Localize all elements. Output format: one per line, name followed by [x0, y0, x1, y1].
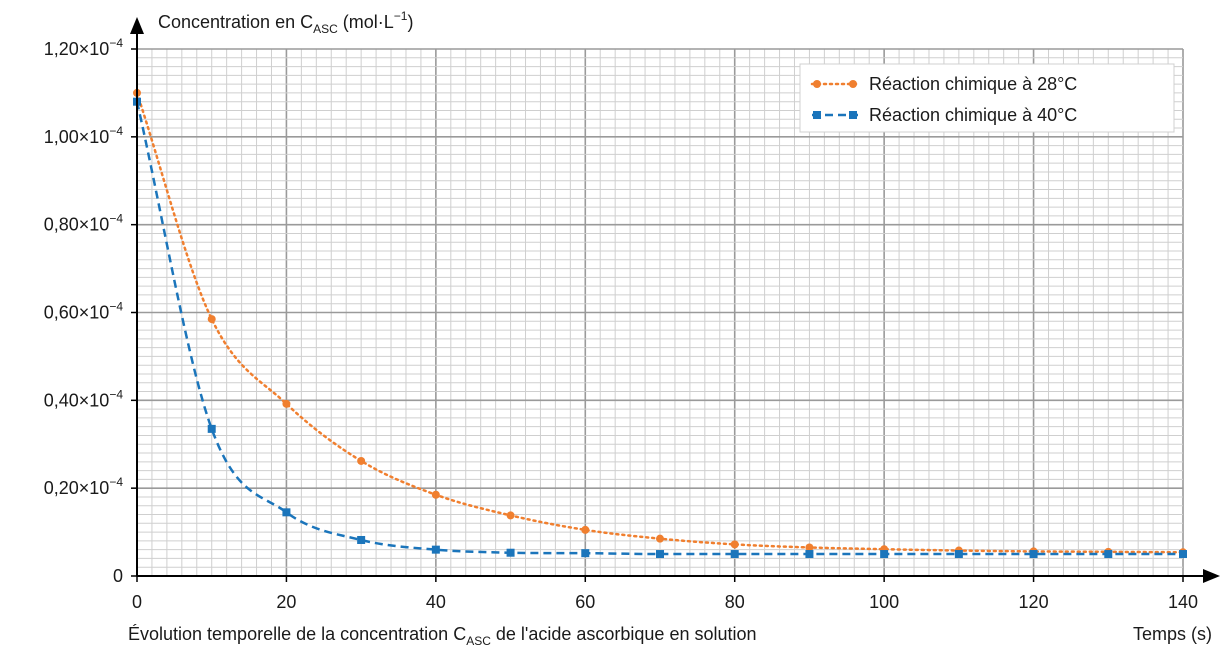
data-point-28c [357, 456, 366, 465]
series-line-40c [135, 101, 1183, 556]
y-axis-arrow [130, 17, 144, 34]
data-point-28c [431, 490, 440, 499]
data-point-40c [1179, 550, 1187, 559]
curves [135, 91, 1185, 556]
data-point-40c [207, 424, 216, 433]
data-point-40c [730, 550, 739, 559]
data-point-40c [1104, 550, 1113, 559]
data-point-28c [282, 399, 291, 408]
x-tick-label: 140 [1168, 592, 1198, 612]
caption-subscript: ASC [466, 634, 491, 648]
legend: Réaction chimique à 28°C Réaction chimiq… [799, 63, 1175, 133]
x-tick-label: 60 [575, 592, 595, 612]
y-axis-label: Concentration en CASC (mol·L−1) [158, 9, 413, 36]
data-point-28c [506, 511, 515, 520]
data-point-28c [805, 543, 814, 552]
series-line-28c [135, 91, 1185, 554]
x-tick-label: 0 [132, 592, 142, 612]
data-point-40c [805, 550, 814, 559]
x-axis-arrow [1203, 569, 1220, 583]
data-point-28c [581, 525, 590, 534]
markers [133, 88, 1187, 559]
data-point-40c [954, 550, 963, 559]
axes [130, 17, 1220, 583]
y-tick-label: 0,80×10−4 [44, 212, 124, 235]
caption-prefix: Évolution temporelle de la concentration… [128, 624, 466, 644]
data-point-40c [656, 550, 664, 559]
y-tick-label: 0 [113, 566, 123, 586]
data-point-40c [282, 508, 291, 517]
y-tick-label: 1,00×10−4 [44, 124, 124, 147]
y-tick-label: 0,40×10−4 [44, 387, 124, 410]
data-point-40c [506, 548, 515, 557]
data-point-40c [581, 549, 590, 558]
x-tick-label: 100 [869, 592, 899, 612]
data-point-28c [730, 540, 739, 549]
legend-box [799, 63, 1175, 133]
y-axis-label-prefix: Concentration en C [158, 12, 313, 32]
tick-labels: 0 20 40 60 80 100 120 140 0 0,20×10−4 0,40×10−4 0,6… [44, 36, 1198, 612]
data-point-28c [207, 315, 216, 324]
legend-marker-40c-2 [849, 111, 857, 119]
x-tick-label: 80 [725, 592, 745, 612]
caption-suffix: de l'acide ascorbique en solution [491, 624, 757, 644]
legend-item-28c: Réaction chimique à 28°C [810, 74, 1077, 94]
data-point-28c [656, 534, 664, 543]
data-point-40c [880, 550, 889, 559]
x-tick-label: 40 [426, 592, 446, 612]
legend-label-28c: Réaction chimique à 28°C [869, 74, 1077, 94]
data-point-40c [357, 535, 366, 544]
data-point-40c [1029, 550, 1038, 559]
legend-marker-28c-2 [849, 80, 857, 88]
y-tick-label: 0,60×10−4 [44, 300, 124, 323]
x-axis-label: Temps (s) [1133, 624, 1212, 644]
y-axis-label-subscript: ASC [313, 22, 338, 36]
y-axis-label-unit-suffix: ) [407, 12, 413, 32]
chart-caption: Évolution temporelle de la concentration… [128, 624, 757, 648]
data-point-40c [431, 545, 440, 554]
x-tick-label: 120 [1019, 592, 1049, 612]
y-axis-label-unit: (mol·L [338, 12, 394, 32]
y-tick-label: 0,20×10−4 [44, 475, 124, 498]
x-tick-label: 20 [276, 592, 296, 612]
legend-marker-40c-1 [813, 111, 821, 119]
y-axis-label-unit-sup: −1 [394, 9, 408, 23]
legend-label-40c: Réaction chimique à 40°C [869, 105, 1077, 125]
y-tick-label: 1,20×10−4 [44, 36, 124, 59]
grid [136, 48, 1184, 577]
legend-item-40c: Réaction chimique à 40°C [812, 105, 1077, 125]
legend-marker-28c-1 [813, 80, 821, 88]
